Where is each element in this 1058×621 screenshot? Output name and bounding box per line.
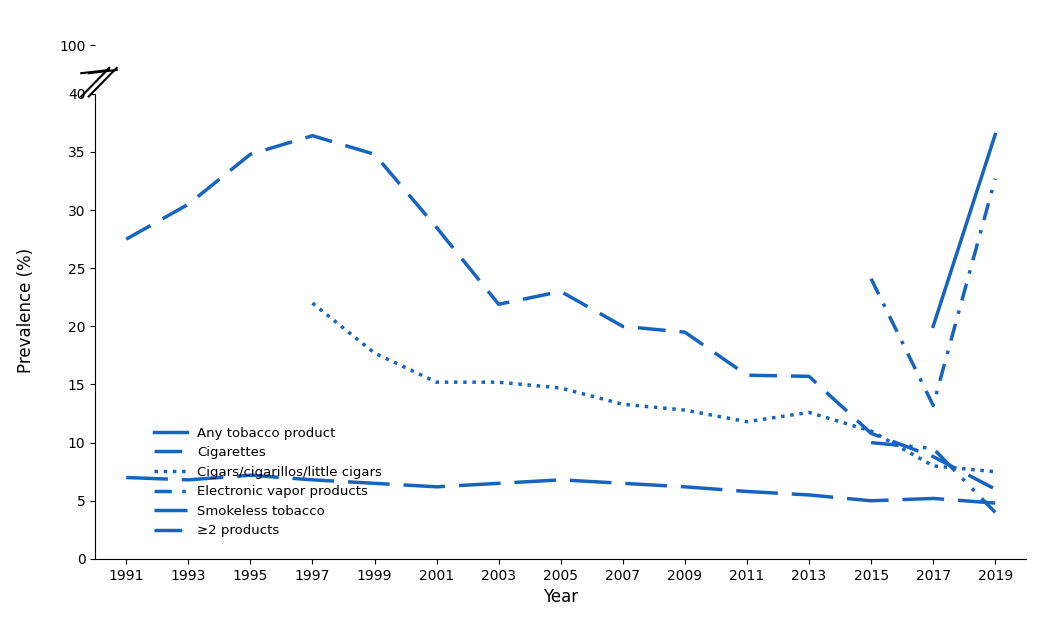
X-axis label: Year: Year [543, 588, 579, 606]
Legend: Any tobacco product, Cigarettes, Cigars/cigarillos/little cigars, Electronic vap: Any tobacco product, Cigarettes, Cigars/… [148, 421, 387, 543]
Text: Prevalence (%): Prevalence (%) [17, 248, 36, 373]
